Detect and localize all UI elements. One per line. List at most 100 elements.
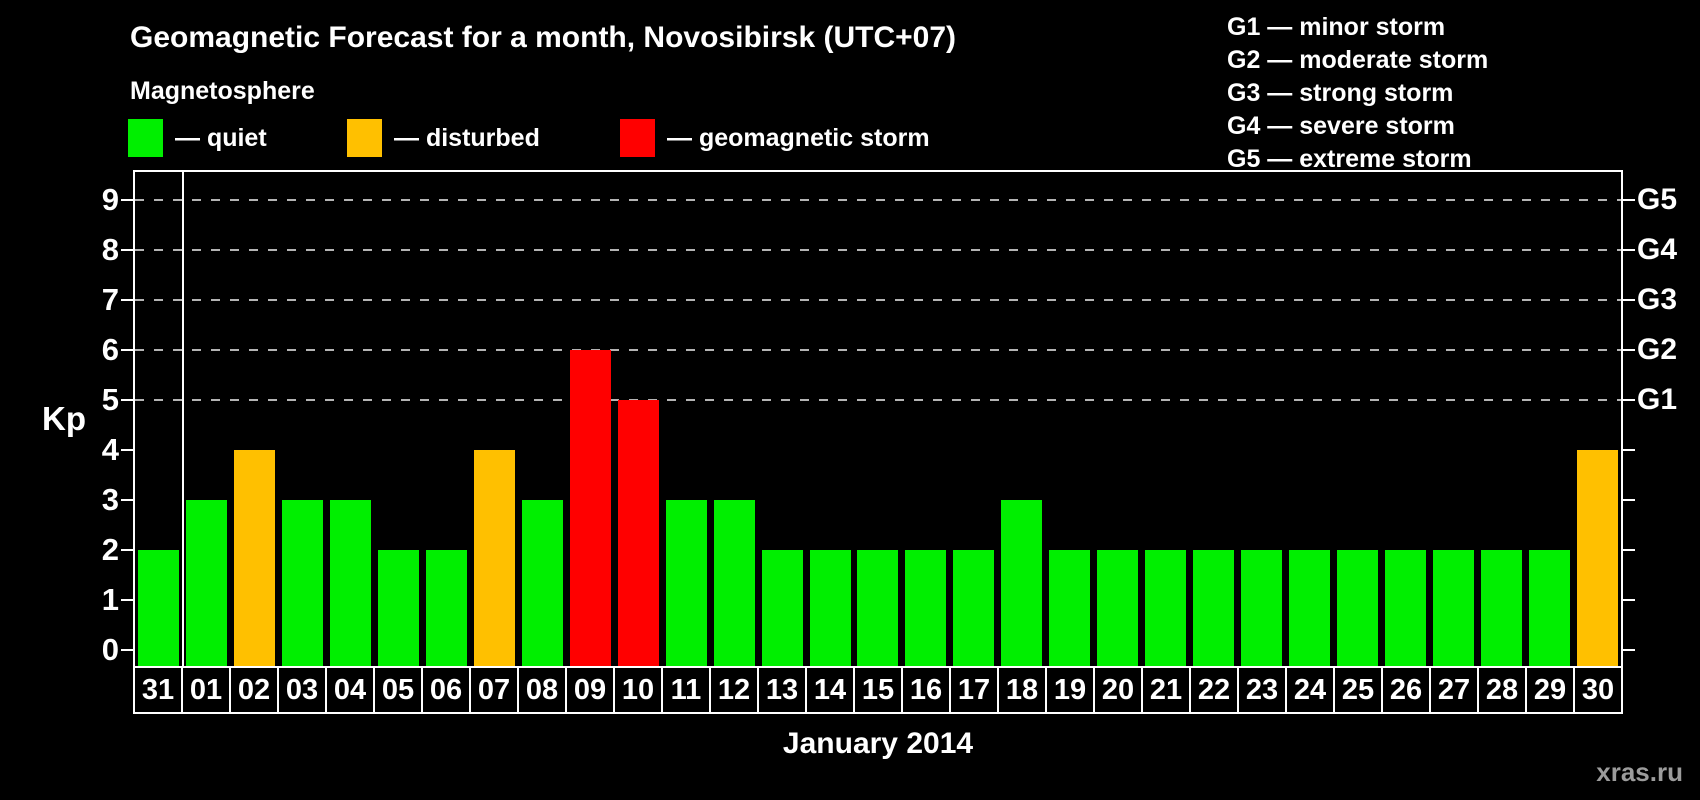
right-tick-kp-1: [1623, 599, 1635, 601]
kp-bar-day-04: [330, 500, 372, 666]
day-label-31: 31: [135, 668, 181, 712]
day-label-02: 02: [231, 668, 277, 712]
day-label-17: 17: [951, 668, 997, 712]
left-tick-kp-1: [121, 599, 133, 601]
g-scale-label-g5: G5: [1637, 183, 1678, 216]
kp-tick-label-6: 6: [101, 332, 119, 367]
day-label-14: 14: [807, 668, 853, 712]
kp-bar-day-03: [282, 500, 324, 666]
day-axis-row: 31 01 02 03 04 05 06 07 08 09 10 11 12 13 14 15 16 17 18 19…: [133, 666, 1623, 714]
day-label-22: 22: [1191, 668, 1237, 712]
day-label-25: 25: [1335, 668, 1381, 712]
kp-bar-day-19: [1049, 550, 1091, 666]
storm-scale-item-g3: G3 — strong storm: [1227, 79, 1454, 107]
day-label-05: 05: [375, 668, 421, 712]
day-label-11: 11: [663, 668, 709, 712]
day-label-23: 23: [1239, 668, 1285, 712]
day-label-15: 15: [855, 668, 901, 712]
kp-bar-day-01: [186, 500, 228, 666]
storm-scale-item-g5: G5 — extreme storm: [1227, 145, 1472, 173]
gridline-kp-7: [135, 299, 1621, 301]
gridline-kp-6: [135, 349, 1621, 351]
kp-bar-day-05: [378, 550, 420, 666]
day-label-12: 12: [711, 668, 757, 712]
day-label-07: 07: [471, 668, 517, 712]
right-tick-kp-8: [1623, 249, 1635, 251]
right-tick-kp-4: [1623, 449, 1635, 451]
kp-tick-label-0: 0: [101, 632, 119, 667]
kp-tick-label-3: 3: [101, 482, 119, 517]
kp-bar-day-30: [1576, 450, 1618, 666]
day-label-19: 19: [1047, 668, 1093, 712]
disturbed-legend-label: — disturbed: [394, 124, 540, 152]
kp-bar-day-10: [617, 400, 659, 666]
left-tick-kp-3: [121, 499, 133, 501]
g-scale-label-g3: G3: [1637, 283, 1678, 316]
kp-bar-day-24: [1288, 550, 1330, 666]
left-tick-kp-5: [121, 399, 133, 401]
day-label-16: 16: [903, 668, 949, 712]
kp-bar-day-29: [1528, 550, 1570, 666]
storm-legend-label: — geomagnetic storm: [667, 124, 930, 152]
day-label-20: 20: [1095, 668, 1141, 712]
kp-tick-label-7: 7: [101, 282, 119, 317]
left-tick-kp-7: [121, 299, 133, 301]
kp-bar-day-06: [426, 550, 468, 666]
day-label-08: 08: [519, 668, 565, 712]
kp-bar-day-26: [1384, 550, 1426, 666]
kp-bar-day-11: [665, 500, 707, 666]
magnetosphere-label: Magnetosphere: [130, 77, 315, 105]
kp-axis-tick-labels: 0 1 2 3 4 5 6 7 8 9: [0, 0, 119, 800]
right-tick-kp-2: [1623, 549, 1635, 551]
storm-color-swatch: [620, 119, 655, 157]
kp-bar-day-13: [761, 550, 803, 666]
left-tick-kp-9: [121, 199, 133, 201]
gridline-kp-8: [135, 249, 1621, 251]
left-tick-kp-6: [121, 349, 133, 351]
quiet-color-swatch: [128, 119, 163, 157]
kp-tick-label-5: 5: [101, 382, 119, 417]
day-label-26: 26: [1383, 668, 1429, 712]
day-label-10: 10: [615, 668, 661, 712]
kp-tick-label-2: 2: [101, 532, 119, 567]
gridline-kp-5: [135, 399, 1621, 401]
kp-bar-day-09: [569, 350, 611, 666]
quiet-legend-label: — quiet: [175, 124, 267, 152]
month-label: January 2014: [782, 727, 974, 760]
storm-scale-legend: G1 — minor storm G2 — moderate storm G3 …: [1227, 11, 1488, 176]
left-tick-kp-2: [121, 549, 133, 551]
day-label-29: 29: [1527, 668, 1573, 712]
right-tick-kp-3: [1623, 499, 1635, 501]
storm-scale-item-g2: G2 — moderate storm: [1227, 46, 1489, 74]
kp-axis-title: Kp: [42, 400, 86, 437]
kp-tick-label-9: 9: [101, 182, 119, 217]
kp-bar-day-08: [521, 500, 563, 666]
right-tick-kp-5: [1623, 399, 1635, 401]
disturbed-color-swatch: [347, 119, 382, 157]
plot-area: [133, 170, 1623, 668]
kp-bar-day-14: [809, 550, 851, 666]
kp-bar-day-28: [1480, 550, 1522, 666]
kp-bar-day-27: [1432, 550, 1474, 666]
day-label-18: 18: [999, 668, 1045, 712]
left-tick-kp-8: [121, 249, 133, 251]
g-scale-label-g2: G2: [1637, 333, 1678, 366]
right-tick-kp-0: [1623, 649, 1635, 651]
watermark: xras.ru: [1596, 757, 1683, 787]
day-label-28: 28: [1479, 668, 1525, 712]
storm-scale-item-g4: G4 — severe storm: [1227, 112, 1455, 140]
right-tick-kp-9: [1623, 199, 1635, 201]
month-divider-line: [181, 172, 184, 666]
kp-tick-label-1: 1: [101, 582, 119, 617]
kp-bar-day-20: [1097, 550, 1139, 666]
kp-bar-day-23: [1240, 550, 1282, 666]
day-label-21: 21: [1143, 668, 1189, 712]
gridline-kp-9: [135, 199, 1621, 201]
day-label-01: 01: [183, 668, 229, 712]
day-label-30: 30: [1575, 668, 1621, 712]
chart-title: Geomagnetic Forecast for a month, Novosi…: [130, 21, 957, 54]
right-tick-kp-7: [1623, 299, 1635, 301]
day-label-03: 03: [279, 668, 325, 712]
left-tick-kp-0: [121, 649, 133, 651]
